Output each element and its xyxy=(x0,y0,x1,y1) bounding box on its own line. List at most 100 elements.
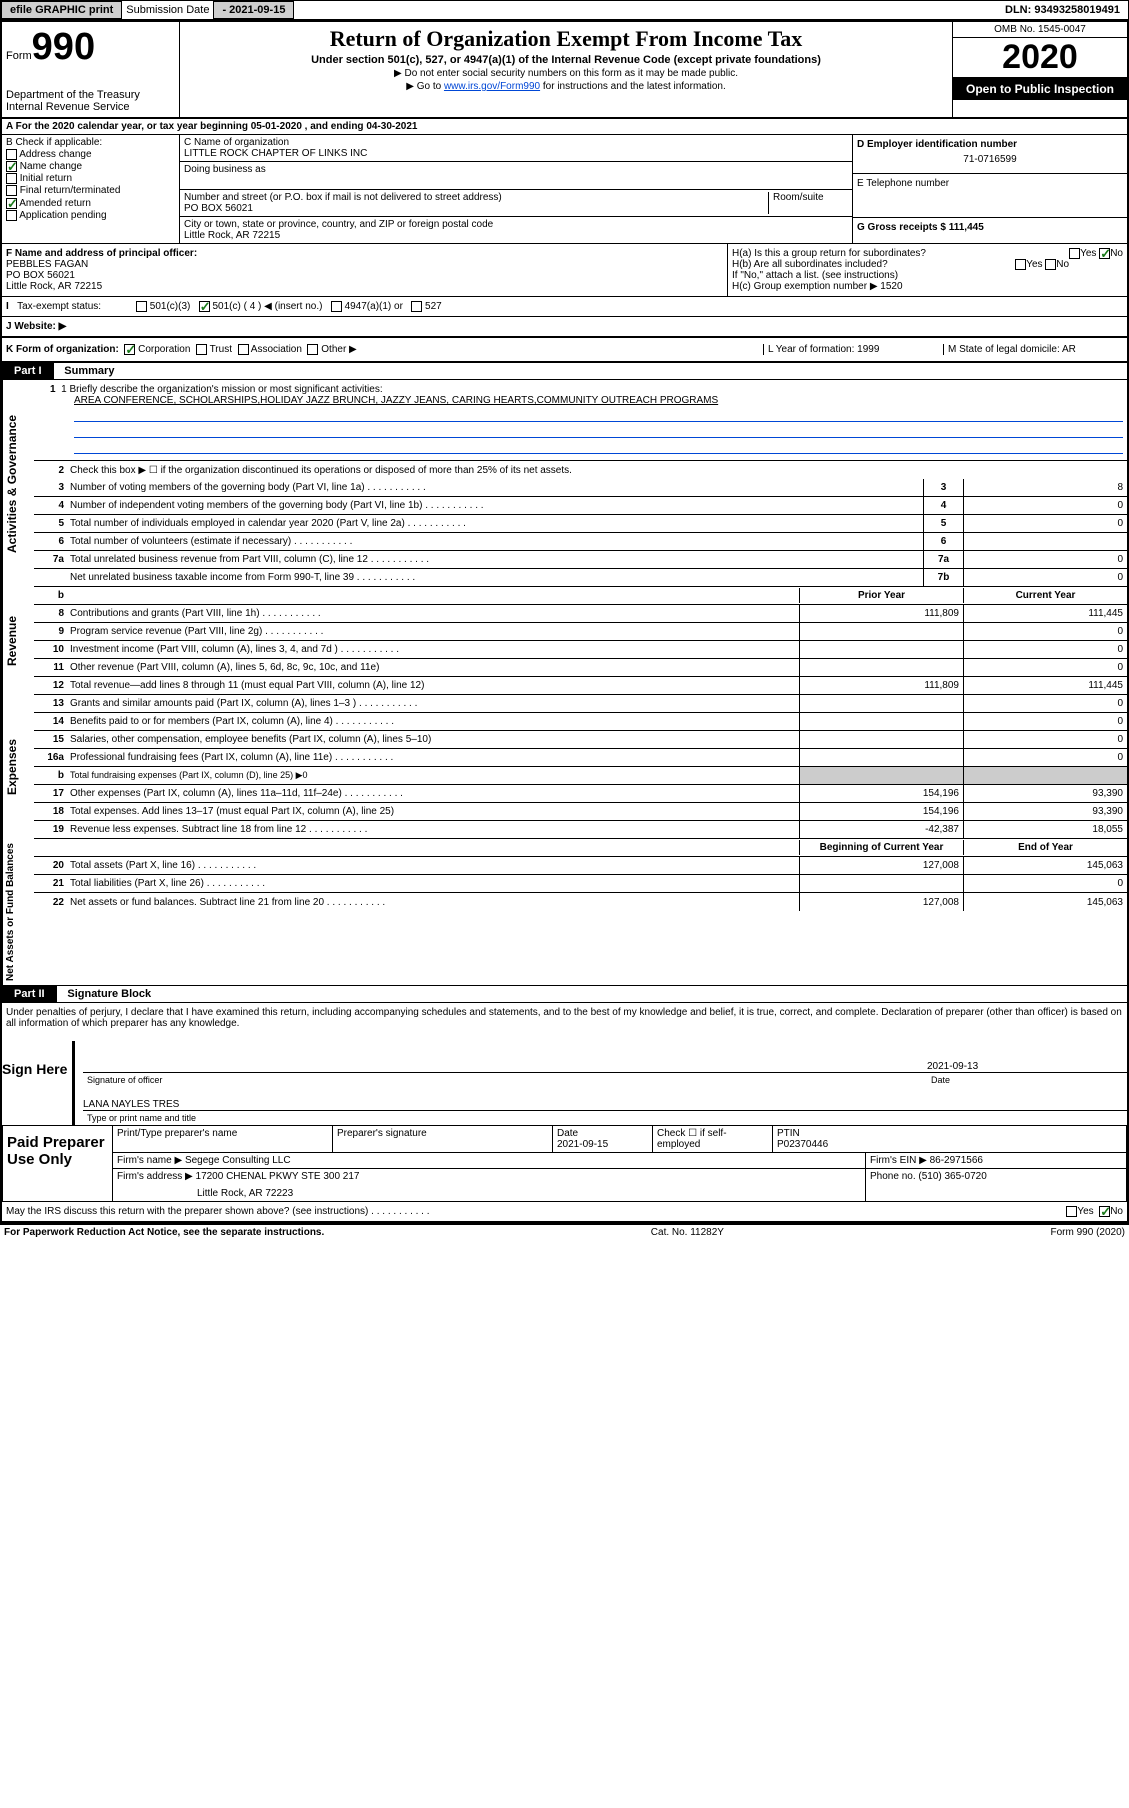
chk-discuss-no[interactable] xyxy=(1099,1206,1110,1217)
page-footer: For Paperwork Reduction Act Notice, see … xyxy=(0,1225,1129,1240)
h-group-return: H(a) Is this a group return for subordin… xyxy=(727,244,1127,296)
part-ii-title: Signature Block xyxy=(59,986,159,1002)
row-a-tax-year: A For the 2020 calendar year, or tax yea… xyxy=(2,119,1127,135)
paid-preparer-label: Paid Preparer Use Only xyxy=(3,1126,113,1201)
opt-application-pending: Application pending xyxy=(19,210,106,221)
org-city: Little Rock, AR 72215 xyxy=(184,230,848,241)
chk-name-change[interactable] xyxy=(6,161,17,172)
col-b-checkboxes: B Check if applicable: Address change Na… xyxy=(2,135,180,243)
part-ii-badge: Part II xyxy=(2,986,57,1002)
d-ein-label: D Employer identification number xyxy=(857,139,1123,150)
sign-here-block: Sign Here 2021-09-13 Signature of office… xyxy=(2,1041,1127,1125)
efile-print-button[interactable]: efile GRAPHIC print xyxy=(1,1,122,19)
preparer-name-hdr: Print/Type preparer's name xyxy=(113,1126,333,1152)
f-officer: F Name and address of principal officer:… xyxy=(2,244,727,296)
side-net-assets: Net Assets or Fund Balances xyxy=(2,839,34,985)
row-fgh: F Name and address of principal officer:… xyxy=(2,244,1127,297)
form-word: Form xyxy=(6,50,32,62)
tax-year: 2020 xyxy=(953,38,1127,78)
form-number: 990 xyxy=(32,26,95,68)
officer-addr2: Little Rock, AR 72215 xyxy=(6,281,723,292)
expenses-section: Expenses 13Grants and similar amounts pa… xyxy=(2,695,1127,839)
l-year-formation: L Year of formation: 1999 xyxy=(763,344,943,355)
chk-trust[interactable] xyxy=(196,344,207,355)
m-state-domicile: M State of legal domicile: AR xyxy=(943,344,1123,355)
g-gross-receipts: G Gross receipts $ 111,445 xyxy=(857,222,1123,233)
officer-name: PEBBLES FAGAN xyxy=(6,259,723,270)
irs-discuss-row: May the IRS discuss this return with the… xyxy=(2,1202,1127,1223)
opt-name-change: Name change xyxy=(20,161,82,172)
chk-501c3[interactable] xyxy=(136,301,147,312)
chk-other[interactable] xyxy=(307,344,318,355)
section-bcdeg: B Check if applicable: Address change Na… xyxy=(2,135,1127,244)
col-c-org-info: C Name of organization LITTLE ROCK CHAPT… xyxy=(180,135,852,243)
chk-initial-return[interactable] xyxy=(6,173,17,184)
chk-4947[interactable] xyxy=(331,301,342,312)
firm-address: Firm's address ▶ 17200 CHENAL PKWY STE 3… xyxy=(117,1171,861,1182)
form990-link[interactable]: www.irs.gov/Form990 xyxy=(444,81,540,92)
chk-application-pending[interactable] xyxy=(6,210,17,221)
self-employed-chk: Check ☐ if self-employed xyxy=(653,1126,773,1152)
preparer-date: 2021-09-15 xyxy=(557,1139,608,1150)
dln-value: DLN: 93493258019491 xyxy=(997,2,1128,18)
signature-declaration: Under penalties of perjury, I declare th… xyxy=(2,1003,1127,1033)
form-title: Return of Organization Exempt From Incom… xyxy=(184,26,948,52)
ptin-value: P02370446 xyxy=(777,1139,828,1150)
f-label: F Name and address of principal officer: xyxy=(6,248,723,259)
col-deg: D Employer identification number 71-0716… xyxy=(852,135,1127,243)
chk-ha-no[interactable] xyxy=(1099,248,1110,259)
i-label: Tax-exempt status: xyxy=(17,301,101,312)
chk-501c[interactable] xyxy=(199,301,210,312)
k-label: K Form of organization: xyxy=(6,344,119,355)
chk-discuss-yes[interactable] xyxy=(1066,1206,1077,1217)
dba-label: Doing business as xyxy=(184,164,848,175)
preparer-sig-hdr: Preparer's signature xyxy=(333,1126,553,1152)
form-subtitle: Under section 501(c), 527, or 4947(a)(1)… xyxy=(184,54,948,66)
part-i-title: Summary xyxy=(56,363,122,379)
cat-number: Cat. No. 11282Y xyxy=(651,1227,724,1238)
header-mid: Return of Organization Exempt From Incom… xyxy=(180,22,952,117)
e-phone-label: E Telephone number xyxy=(857,178,1123,189)
sign-here-label: Sign Here xyxy=(2,1041,72,1125)
chk-ha-yes[interactable] xyxy=(1069,248,1080,259)
chk-association[interactable] xyxy=(238,344,249,355)
goto-note: ▶ Go to www.irs.gov/Form990 for instruct… xyxy=(184,81,948,92)
end-year-hdr: End of Year xyxy=(963,840,1127,855)
current-year-hdr: Current Year xyxy=(963,588,1127,603)
form-990: Form990 Department of the Treasury Inter… xyxy=(0,20,1129,1225)
firm-name: Firm's name ▶ Segege Consulting LLC xyxy=(113,1153,866,1168)
net-assets-section: Net Assets or Fund Balances Beginning of… xyxy=(2,839,1127,986)
submission-label: Submission Date xyxy=(122,4,213,16)
revenue-section: Revenue bPrior YearCurrent Year 8Contrib… xyxy=(2,587,1127,695)
ssn-note: ▶ Do not enter social security numbers o… xyxy=(184,68,948,79)
paid-preparer-block: Paid Preparer Use Only Print/Type prepar… xyxy=(2,1125,1127,1202)
note-suffix: for instructions and the latest informat… xyxy=(540,81,726,92)
firm-ein: Firm's EIN ▶ 86-2971566 xyxy=(866,1153,1126,1168)
date-label: Date xyxy=(927,1073,1127,1087)
row-i-tax-status: I Tax-exempt status: 501(c)(3) 501(c) ( … xyxy=(2,297,1127,317)
line-2-checkbox: Check this box ▶ ☐ if the organization d… xyxy=(70,463,1127,478)
org-address: PO BOX 56021 xyxy=(184,203,768,214)
org-name: LITTLE ROCK CHAPTER OF LINKS INC xyxy=(184,148,848,159)
submission-date: - 2021-09-15 xyxy=(213,1,294,19)
officer-typed-name: LANA NAYLES TRES xyxy=(83,1087,1127,1111)
chk-527[interactable] xyxy=(411,301,422,312)
addr-label: Number and street (or P.O. box if mail i… xyxy=(184,192,768,203)
mission-text: AREA CONFERENCE, SCHOLARSHIPS,HOLIDAY JA… xyxy=(74,395,1123,406)
chk-corporation[interactable] xyxy=(124,344,135,355)
firm-phone: Phone no. (510) 365-0720 xyxy=(866,1169,1126,1201)
ein-value: 71-0716599 xyxy=(857,150,1123,169)
ha-label: H(a) Is this a group return for subordin… xyxy=(732,248,926,259)
hb-note: If "No," attach a list. (see instruction… xyxy=(732,270,1123,281)
sig-date: 2021-09-13 xyxy=(927,1061,1127,1072)
officer-addr1: PO BOX 56021 xyxy=(6,270,723,281)
chk-hb-no[interactable] xyxy=(1045,259,1056,270)
part-i-header: Part I Summary xyxy=(2,363,1127,380)
chk-hb-yes[interactable] xyxy=(1015,259,1026,270)
note-prefix: ▶ Go to xyxy=(406,81,444,92)
city-label: City or town, state or province, country… xyxy=(184,219,848,230)
begin-year-hdr: Beginning of Current Year xyxy=(799,840,963,855)
chk-amended-return[interactable] xyxy=(6,198,17,209)
side-expenses: Expenses xyxy=(2,695,34,839)
discuss-text: May the IRS discuss this return with the… xyxy=(6,1206,430,1217)
